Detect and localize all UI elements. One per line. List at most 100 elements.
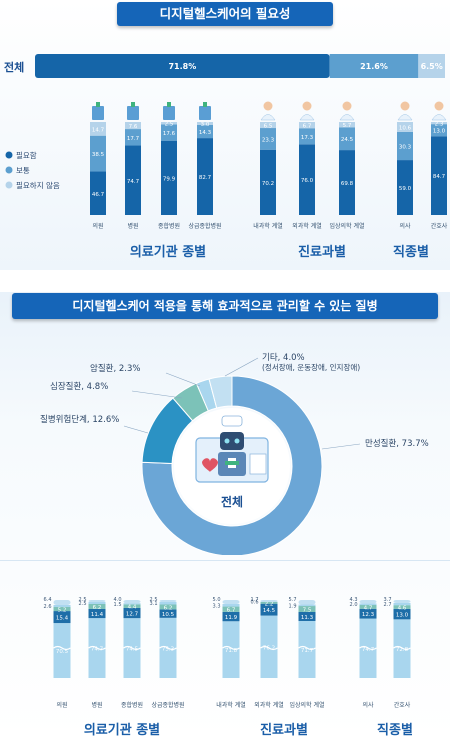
need-bar-segment bbox=[125, 122, 141, 130]
disease-bar-value: 2.5 bbox=[79, 597, 87, 603]
disease-bar-value: 4.3 bbox=[350, 597, 358, 603]
need-bar-segment bbox=[339, 127, 355, 151]
overall-value-label-2: 21.6% bbox=[360, 62, 388, 71]
overall-label: 전체 bbox=[4, 60, 24, 74]
hospital-cross-icon bbox=[203, 102, 207, 107]
need-bar-segment bbox=[125, 145, 141, 215]
disease-bar-value: 4.4 bbox=[128, 605, 137, 611]
disease-bar-value: 70.5 bbox=[56, 649, 69, 655]
staff-body-icon bbox=[431, 114, 447, 121]
category-icon-2 bbox=[127, 102, 139, 120]
disease-bar-segment bbox=[53, 607, 71, 612]
need-bar-segment bbox=[299, 128, 315, 145]
need-bar-value: 24.5 bbox=[341, 137, 354, 143]
disease-bar-value: 6.2 bbox=[164, 605, 173, 611]
donut-label-3: 심장질환, 4.8% bbox=[50, 381, 108, 392]
overall-segment-1 bbox=[35, 54, 330, 78]
disease-bar-segment bbox=[88, 602, 106, 605]
need-bar-value: 14.3 bbox=[199, 130, 212, 136]
need-bar-segment bbox=[299, 144, 315, 215]
medical-cross-icon-bar bbox=[225, 461, 239, 465]
disease-bar-segment bbox=[359, 600, 377, 604]
disease-bar-segment bbox=[159, 604, 177, 610]
disease-bar-segment bbox=[393, 605, 411, 609]
disease-bar-segment bbox=[260, 601, 278, 604]
disease-category-label: 임상의학 계열 bbox=[289, 701, 324, 709]
disease-bar-value: 11.9 bbox=[225, 615, 238, 621]
disease-bar-value: 10.5 bbox=[162, 612, 175, 618]
section2-group-label-3: 직종별 bbox=[377, 723, 413, 738]
overall-value-label-3: 6.5% bbox=[421, 62, 443, 71]
staff-head-icon bbox=[434, 101, 444, 111]
disease-donut-chart: 전체 만성질환, 73.7% 질병위험단계, 12.6% 심장질환, 4.8% 암질환,… bbox=[40, 353, 429, 555]
need-bar-segment bbox=[260, 122, 276, 129]
donut-label-2: 질병위험단계, 12.6% bbox=[40, 414, 119, 425]
disease-bar-segment bbox=[88, 604, 106, 609]
disease-bar-segment bbox=[53, 604, 71, 608]
disease-bar-value: 5.2 bbox=[58, 608, 67, 614]
need-bar-segment bbox=[125, 129, 141, 146]
section2-group-label-1: 의료기관 종별 bbox=[83, 723, 161, 738]
need-bar-value: 6.7 bbox=[303, 124, 312, 130]
need-category-label: 병원 bbox=[127, 222, 138, 230]
disease-bar-segment bbox=[298, 606, 316, 613]
legend-label-1: 필요함 bbox=[16, 150, 37, 160]
section1-group-label-3: 직종별 bbox=[393, 245, 429, 260]
need-bar-value: 79.9 bbox=[163, 176, 176, 182]
disease-category-label: 간호사 bbox=[394, 701, 411, 709]
category-icon-6 bbox=[299, 101, 315, 121]
disease-bar-value: 71.7 bbox=[301, 648, 314, 654]
overall-bar-chart: 전체 71.8% 21.6% 6.5% bbox=[4, 54, 445, 78]
donut-annotation: (정서장애, 운동장애, 인지장애) bbox=[262, 362, 360, 372]
donut-leader-3 bbox=[131, 390, 183, 399]
axis-break-icon bbox=[393, 645, 411, 651]
disease-bar-value: 13.0 bbox=[396, 613, 409, 619]
need-bar-segment bbox=[431, 122, 447, 125]
need-category-label: 임상의학 계열 bbox=[329, 222, 364, 230]
disease-bar-segment bbox=[123, 607, 141, 619]
donut-leader-5 bbox=[224, 357, 259, 377]
disease-bar-value: 3.1 bbox=[150, 601, 158, 607]
disease-bar-segment bbox=[359, 605, 377, 609]
donut-label-5: 기타, 4.0% bbox=[262, 353, 305, 363]
hospital-cross-icon bbox=[96, 102, 100, 107]
donut-leader-2 bbox=[123, 425, 149, 434]
disease-bar-value: 71.8 bbox=[225, 648, 238, 654]
disease-bar-value: 2.5 bbox=[79, 601, 87, 607]
need-category-label: 상급종합병원 bbox=[188, 222, 221, 230]
need-bar-segment bbox=[397, 131, 413, 161]
need-bar-segment bbox=[161, 122, 177, 125]
robot-eye-icon bbox=[224, 438, 230, 444]
disease-bar-value: 72.8 bbox=[396, 647, 409, 653]
category-icon-9 bbox=[431, 101, 447, 121]
disease-bar-segment bbox=[393, 600, 411, 603]
legend-label-2: 보통 bbox=[16, 166, 30, 175]
disease-bar-value: 7.5 bbox=[303, 608, 312, 614]
section1-background bbox=[0, 0, 450, 270]
need-bar-value: 38.5 bbox=[92, 152, 105, 158]
speech-bubble-icon bbox=[221, 415, 243, 427]
section2-title: 디지털헬스케어 적용을 통해 효과적으로 관리할 수 있는 질병 bbox=[12, 293, 438, 319]
disease-bar-segment bbox=[123, 600, 141, 604]
need-category-label: 의원 bbox=[92, 222, 103, 230]
need-bar-value: 5.7 bbox=[343, 123, 352, 129]
need-bar-segment bbox=[397, 122, 413, 132]
need-bar-segment bbox=[431, 124, 447, 137]
section1-group-label-1: 의료기관 종별 bbox=[129, 245, 207, 260]
divider bbox=[0, 560, 450, 561]
disease-category-label: 내과학 계열 bbox=[216, 701, 246, 709]
disease-bar-segment bbox=[393, 608, 411, 620]
need-bar-segment bbox=[260, 149, 276, 215]
staff-body-icon bbox=[397, 114, 413, 121]
staff-body-icon bbox=[339, 114, 355, 121]
need-bar-segment bbox=[431, 136, 447, 215]
need-category-label: 내과학 계열 bbox=[253, 222, 283, 230]
donut-slice-1 bbox=[141, 375, 323, 555]
legend-marker-2 bbox=[5, 166, 13, 174]
disease-bar-segment bbox=[123, 604, 141, 608]
staff-head-icon bbox=[263, 101, 273, 111]
disease-bar-segment bbox=[260, 603, 278, 616]
need-bar-value: 84.7 bbox=[433, 174, 446, 180]
disease-bar-segment bbox=[159, 609, 177, 618]
need-bar-value: 74.7 bbox=[127, 179, 140, 185]
